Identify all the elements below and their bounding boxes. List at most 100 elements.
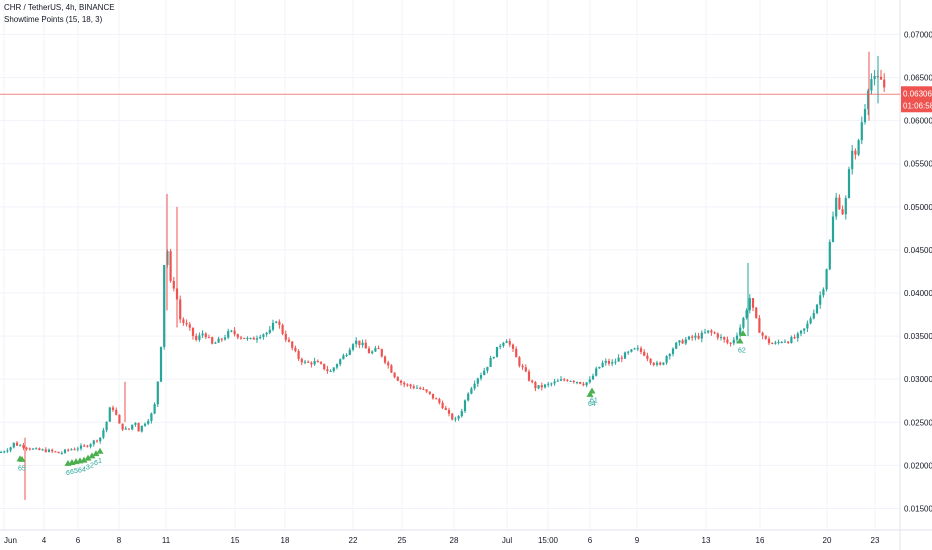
candle-body [636, 348, 639, 350]
candle-body [444, 407, 447, 410]
x-tick-label: 23 [871, 536, 880, 545]
symbol-legend[interactable]: CHR / TetherUS, 4h, BINANCE [4, 3, 115, 12]
candle-body [140, 425, 143, 432]
candle-body [675, 342, 678, 349]
candle-body [703, 332, 707, 334]
candle-body [713, 332, 716, 334]
candle-body [12, 442, 15, 448]
y-tick-label: 0.04500 [904, 246, 932, 255]
candle-body [851, 150, 854, 170]
candle-body [63, 449, 67, 453]
candle-body [707, 330, 710, 333]
price-axis[interactable]: 0.01500 0.02000 0.02500 0.03000 0.03500 0.040… [904, 30, 932, 513]
candle-body [3, 451, 6, 453]
candle-body [300, 358, 303, 363]
x-tick-label: 8 [117, 536, 122, 545]
signal-triangle [80, 456, 88, 463]
x-tick-label: 6 [588, 536, 593, 545]
candle-body [540, 385, 543, 388]
candle-body [748, 298, 751, 311]
candle-body [790, 337, 793, 343]
candle-body [31, 448, 35, 450]
candle-body [102, 430, 105, 438]
candle-body [76, 448, 79, 450]
x-tick-label: 28 [450, 536, 459, 545]
candle-body [150, 413, 153, 421]
x-tick-label: 11 [162, 536, 171, 545]
candle-body [79, 445, 83, 449]
candle-body [246, 337, 249, 339]
candle-body [825, 269, 828, 290]
candle-body [35, 448, 38, 450]
y-tick-label: 0.03500 [904, 332, 932, 341]
candle-body [499, 345, 502, 347]
candle-body [694, 335, 697, 338]
candle-body [230, 330, 233, 332]
candle-body [412, 386, 415, 389]
candle-body [508, 341, 511, 345]
candle-body [665, 356, 668, 363]
candle-body [454, 418, 457, 420]
candle-body [735, 335, 739, 340]
candle-body [86, 445, 89, 447]
candle-body [547, 383, 550, 385]
candle-body [262, 334, 265, 337]
candle-body [422, 389, 425, 391]
candle-body [0, 452, 3, 454]
candle-body [329, 370, 332, 372]
candle-body [543, 384, 547, 388]
candle-body [265, 332, 268, 335]
candle-body [710, 330, 713, 333]
candle-body [438, 399, 441, 403]
candle-body [431, 393, 435, 399]
candle-body [806, 323, 809, 329]
candle-body [124, 428, 127, 430]
candle-body [489, 358, 492, 367]
candle-body [719, 337, 723, 339]
signal-label: 64 [588, 401, 596, 408]
candle-body [447, 409, 451, 414]
candle-body [92, 440, 95, 445]
candle-layer [0, 51, 886, 500]
candle-body [627, 351, 630, 353]
candle-body [294, 347, 297, 352]
candle-body [403, 382, 406, 385]
x-tick-label: 16 [756, 536, 765, 545]
candle-body [595, 368, 598, 376]
candle-body [617, 357, 620, 362]
candle-body [214, 342, 217, 344]
candle-body [838, 197, 841, 210]
indicator-legend[interactable]: Showtime Points (15, 18, 3) [4, 15, 103, 24]
candle-body [803, 328, 806, 331]
candle-body [169, 251, 172, 281]
candle-body [572, 380, 575, 382]
candle-body [9, 447, 12, 451]
candle-body [742, 317, 745, 328]
candle-body [380, 349, 383, 357]
candle-body [483, 370, 486, 376]
time-axis[interactable]: Jun 4 6 8 11 15 18 22 25 28 Jul 15:00 6 9 13 16 20 23 [4, 536, 880, 545]
signal-triangle [96, 447, 104, 454]
candle-body [153, 404, 156, 414]
candle-body [390, 365, 393, 373]
candle-body [457, 416, 460, 419]
candle-body [867, 90, 870, 110]
candle-body [19, 445, 22, 447]
x-tick-label: 13 [702, 536, 711, 545]
y-tick-label: 0.02500 [904, 418, 932, 427]
y-tick-label: 0.05500 [904, 160, 932, 169]
candle-body [633, 348, 636, 350]
candle-body [623, 352, 627, 359]
candle-body [691, 336, 694, 338]
candle-body [396, 377, 399, 381]
candle-body [147, 420, 150, 424]
candle-body [60, 452, 63, 454]
candle-body [566, 380, 569, 382]
candle-body [316, 361, 319, 363]
x-tick-label: 15 [231, 536, 240, 545]
candle-body [415, 387, 419, 389]
candle-body [419, 387, 422, 390]
candle-body [204, 333, 207, 338]
